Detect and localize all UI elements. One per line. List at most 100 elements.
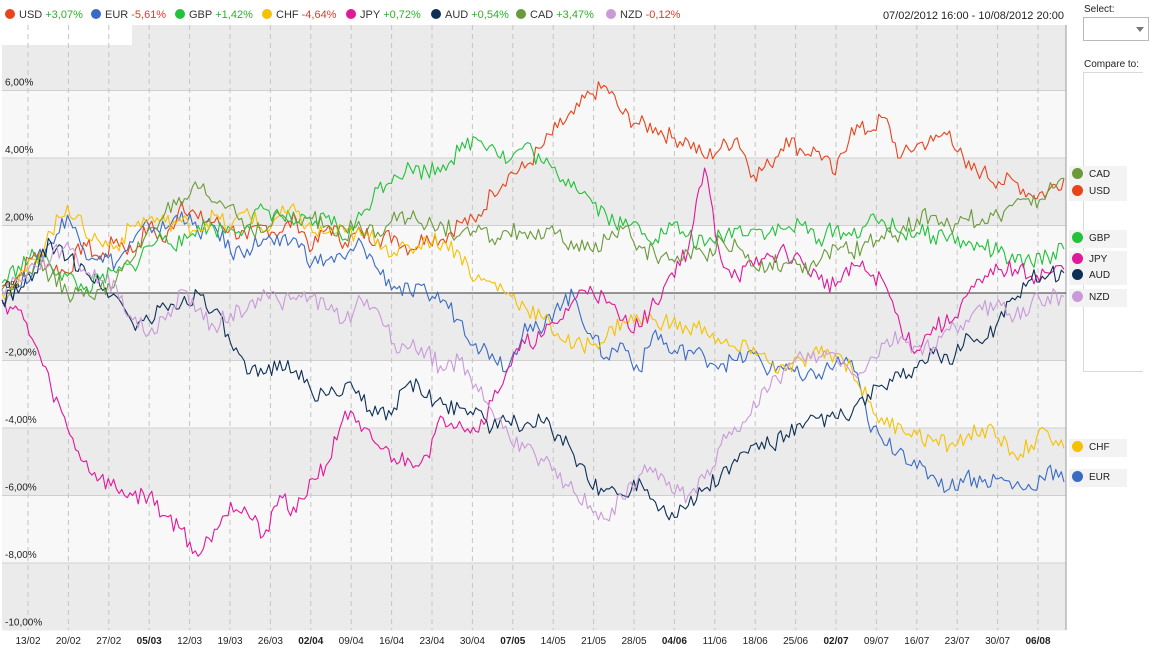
x-tick-label: 16/04 [379,636,404,647]
legend-item-nzd[interactable]: NZD -0,12% [606,9,680,21]
legend-change: -0,12% [645,9,681,21]
legend-currency: NZD [620,9,643,21]
legend-dot-icon [175,9,185,19]
y-tick-label: 0% [5,280,20,291]
legend-item-eur[interactable]: EUR -5,61% [91,9,166,21]
legend-dot-icon [346,9,356,19]
compare-list[interactable] [1083,72,1143,372]
legend-dot-icon [262,9,272,19]
end-label-nzd[interactable]: NZD [1069,289,1127,307]
legend-currency: JPY [360,9,381,21]
x-tick-label: 05/03 [137,636,162,647]
end-label-text: JPY [1089,254,1108,265]
y-tick-label: 6,00% [5,78,33,89]
legend-item-gbp[interactable]: GBP +1,42% [175,9,253,21]
end-dot-icon [1072,232,1083,243]
x-tick-label: 09/07 [864,636,889,647]
legend-change: +3,47% [556,9,594,21]
legend-currency: GBP [189,9,213,21]
currency-select[interactable] [1083,17,1149,41]
plot-band [2,25,1066,91]
legend-item-aud[interactable]: AUD +0,54% [431,9,509,21]
legend-change: +1,42% [215,9,253,21]
end-dot-icon [1072,253,1083,264]
legend-change: +0,72% [383,9,421,21]
x-tick-label: 19/03 [217,636,242,647]
end-dot-icon [1072,168,1083,179]
series-line-chf [1,203,1065,461]
plot-bands [2,25,1067,631]
end-label-eur[interactable]: EUR [1069,469,1127,487]
plot-band [2,495,1066,563]
x-tick-label: 23/04 [419,636,444,647]
plot-band [2,428,1066,496]
series-line-nzd [1,241,1065,522]
x-tick-label: 23/07 [945,636,970,647]
end-dot-icon [1072,441,1083,452]
y-tick-label: -6,00% [5,483,37,494]
y-tick-label: -8,00% [5,550,37,561]
end-dot-icon [1072,471,1083,482]
end-label-gbp[interactable]: GBP [1069,230,1127,248]
end-label-chf[interactable]: CHF [1069,439,1127,457]
legend-currency: CAD [530,9,554,21]
legend-item-jpy[interactable]: JPY +0,72% [346,9,421,21]
select-label: Select: [1084,4,1115,15]
x-tick-label: 14/05 [541,636,566,647]
plot-band [2,158,1066,226]
legend-currency: USD [19,9,43,21]
plot-band [2,90,1066,158]
legend-item-cad[interactable]: CAD +3,47% [516,9,594,21]
x-tick-label: 16/07 [904,636,929,647]
end-label-text: NZD [1089,292,1110,303]
x-tick-label: 21/05 [581,636,606,647]
y-tick-label: 4,00% [5,145,33,156]
x-tick-label: 06/08 [1025,636,1050,647]
side-panel: Select: Compare to: CAD USD GBP JPY AUD NZD CH… [1068,0,1152,649]
legend-dot-icon [431,9,441,19]
legend-item-chf[interactable]: CHF -4,64% [262,9,336,21]
end-label-text: AUD [1089,270,1111,281]
x-tick-label: 07/05 [500,636,525,647]
series-line-eur [1,211,1065,494]
legend-bar: USD +3,07% EUR -5,61% GBP +1,42% CHF -4,64% JPY +… [0,0,1070,30]
legend-change: +3,07% [45,9,83,21]
legend-currency: AUD [445,9,469,21]
legend-item-usd[interactable]: USD +3,07% [5,9,83,21]
legend-mask [2,25,132,45]
series-line-jpy [2,167,1065,557]
end-label-text: USD [1089,186,1111,197]
end-label-usd[interactable]: USD [1069,183,1127,201]
series-line-aud [1,237,1065,521]
end-label-cad[interactable]: CAD [1069,166,1127,184]
x-tick-label: 02/07 [823,636,848,647]
legend-change: -5,61% [131,9,167,21]
y-tick-label: -4,00% [5,415,37,426]
end-label-text: EUR [1089,472,1111,483]
x-tick-label: 09/04 [339,636,364,647]
legend-dot-icon [91,9,101,19]
end-label-aud[interactable]: AUD [1069,267,1127,285]
end-label-jpy[interactable]: JPY [1069,251,1127,269]
end-label-text: GBP [1089,233,1111,244]
series-lines [1,81,1065,557]
x-tick-label: 12/03 [177,636,202,647]
x-tick-label: 13/02 [15,636,40,647]
legend-dot-icon [516,9,526,19]
plot-band [2,563,1066,631]
end-label-text: CHF [1089,442,1110,453]
series-line-usd [1,81,1065,289]
x-tick-label: 25/06 [783,636,808,647]
x-tick-label: 26/03 [258,636,283,647]
end-dot-icon [1072,185,1083,196]
x-tick-label: 30/04 [460,636,485,647]
y-tick-label: 2,00% [5,213,33,224]
x-tick-label: 02/04 [298,636,323,647]
chevron-down-icon [1136,27,1144,32]
end-label-text: CAD [1089,169,1111,180]
x-tick-label: 27/02 [96,636,121,647]
y-tick-label: -2,00% [5,348,37,359]
x-tick-label: 18/06 [743,636,768,647]
x-tick-label: 28/05 [621,636,646,647]
x-tick-label: 11/06 [703,636,728,647]
